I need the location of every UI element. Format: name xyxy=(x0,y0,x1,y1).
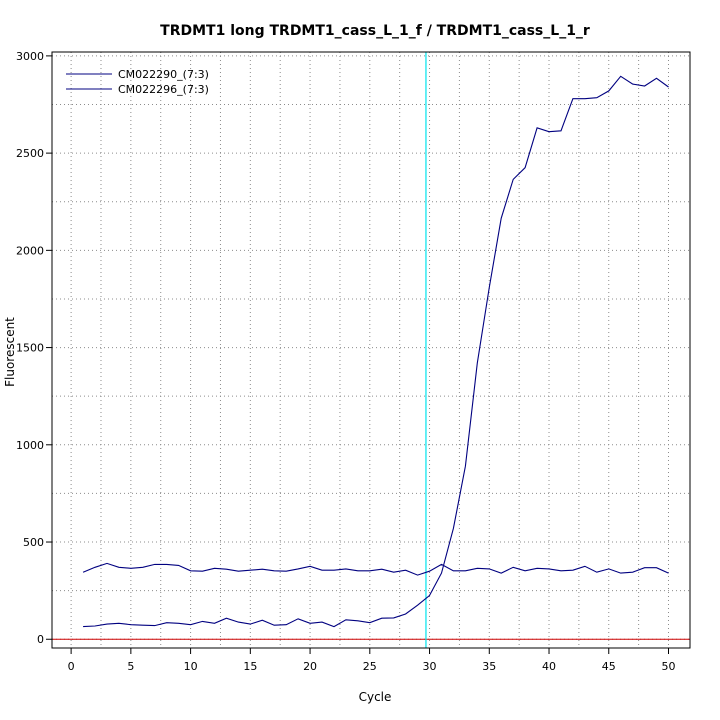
series-lines xyxy=(82,75,669,628)
y-tick-label: 500 xyxy=(23,536,44,549)
plot-frame xyxy=(51,51,691,649)
x-tick-label: 30 xyxy=(423,660,437,673)
y-tick-label: 1500 xyxy=(16,342,44,355)
legend-label: CM022296_(7:3) xyxy=(118,83,209,96)
legend: CM022290_(7:3) CM022296_(7:3) xyxy=(66,68,209,96)
x-tick-label: 35 xyxy=(482,660,496,673)
grid xyxy=(52,52,690,648)
y-axis-label: Fluorescent xyxy=(3,317,17,387)
y-tick-label: 2500 xyxy=(16,147,44,160)
x-tick-label: 25 xyxy=(363,660,377,673)
x-axis-label: Cycle xyxy=(359,690,392,704)
y-tick-label: 1000 xyxy=(16,439,44,452)
x-tick-label: 40 xyxy=(542,660,556,673)
x-tick-label: 0 xyxy=(68,660,75,673)
chart-title: TRDMT1 long TRDMT1_cass_L_1_f / TRDMT1_c… xyxy=(160,23,590,39)
x-tick-label: 20 xyxy=(303,660,317,673)
series-line-1 xyxy=(83,75,669,628)
y-tick-label: 2000 xyxy=(16,244,44,257)
y-tick-label: 3000 xyxy=(16,50,44,63)
x-tick-label: 10 xyxy=(184,660,198,673)
y-tick-label: 0 xyxy=(37,633,44,646)
x-tick-label: 5 xyxy=(127,660,134,673)
legend-label: CM022290_(7:3) xyxy=(118,68,209,81)
series-line-2 xyxy=(82,562,669,576)
x-tick-label: 50 xyxy=(661,660,675,673)
axes: 0 5 10 15 20 25 30 35 40 45 5005001000150020002500… xyxy=(16,50,675,673)
x-tick-label: 45 xyxy=(602,660,616,673)
x-tick-label: 15 xyxy=(243,660,257,673)
